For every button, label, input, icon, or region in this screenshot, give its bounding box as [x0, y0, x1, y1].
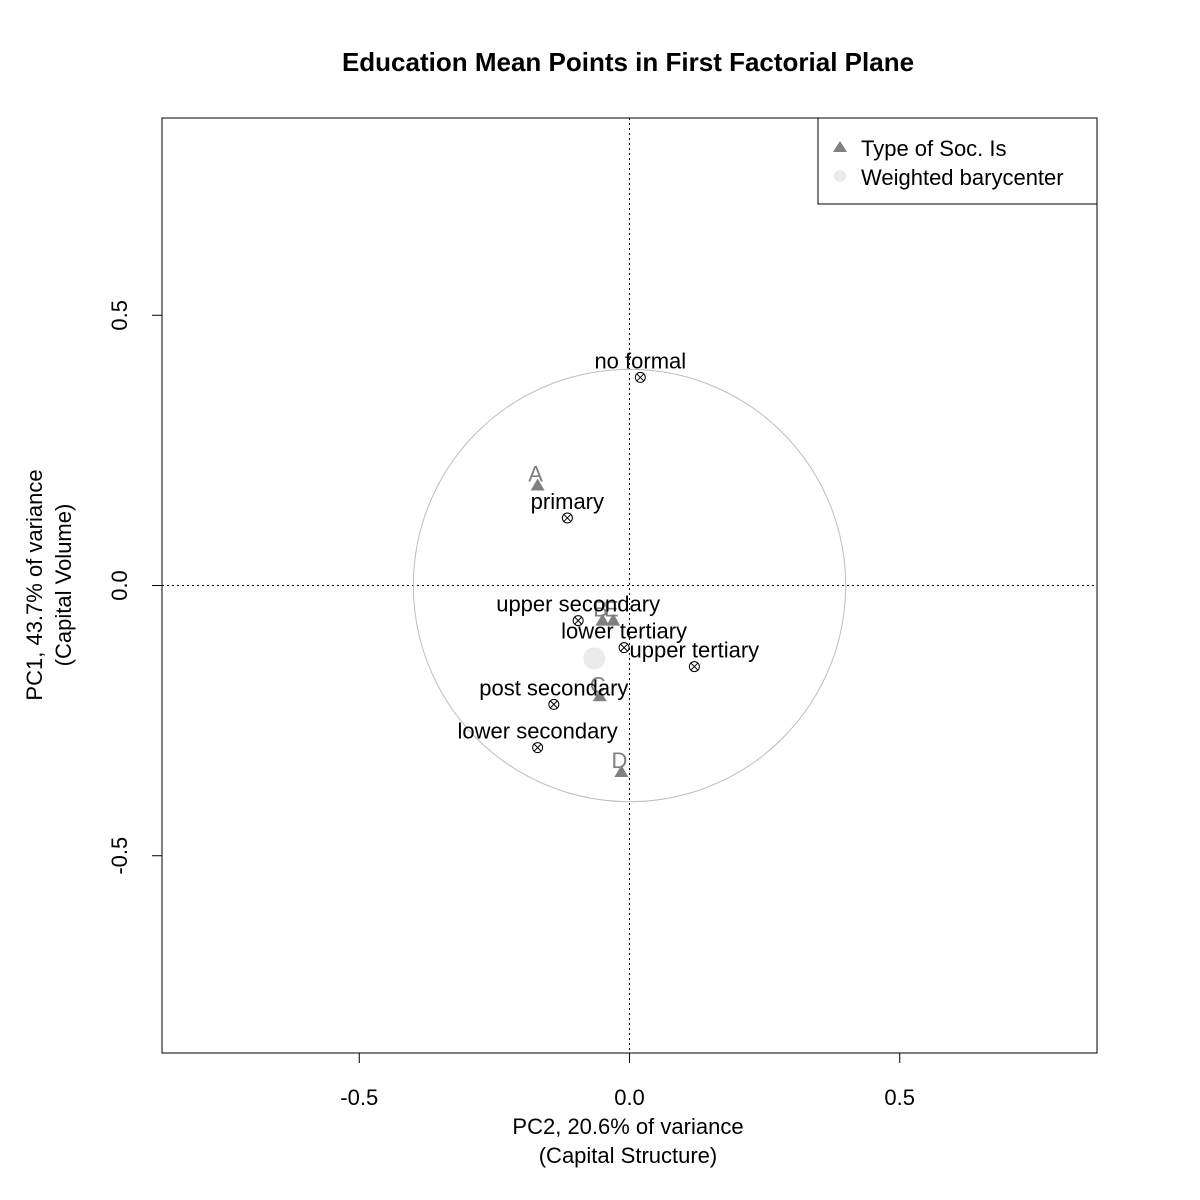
y-tick-label: -0.5 [107, 837, 132, 875]
education-label-no-formal: no formal [594, 348, 686, 373]
education-label-lower-tertiary: lower tertiary [561, 619, 687, 644]
reference-layer [162, 118, 1097, 1053]
type-point-b [595, 613, 610, 626]
reference-circle [412, 368, 847, 803]
x-tick-label: 0.5 [884, 1085, 915, 1110]
education-point-lower-tertiary [618, 642, 630, 654]
chart-title: Education Mean Points in First Factorial… [342, 47, 914, 77]
y-tick-label: 0.0 [107, 570, 132, 601]
legend-triangle-icon [833, 141, 847, 152]
x-axis-ticks: -0.5 0.0 0.5 [340, 1053, 915, 1110]
education-label-upper-tertiary: upper tertiary [630, 638, 760, 663]
type-point-a [530, 478, 545, 491]
legend-box [817, 117, 1098, 205]
education-point-lower-secondary [532, 742, 544, 754]
type-point-d [614, 764, 629, 777]
legend-label-barycenter: Weighted barycenter [861, 165, 1064, 190]
y-axis-label: PC1, 43.7% of variance [22, 469, 47, 700]
legend-circle-icon [834, 170, 846, 182]
education-point-upper-tertiary [688, 661, 700, 673]
education-point-primary [561, 512, 573, 524]
y-axis-sublabel: (Capital Volume) [51, 504, 76, 667]
legend: Type of Soc. Is Weighted barycenter [817, 117, 1098, 205]
type-point-e [606, 613, 621, 626]
y-tick-label: 0.5 [107, 300, 132, 331]
barycenter-point [583, 647, 606, 670]
education-point-post-secondary [548, 698, 560, 710]
education-point-no-formal [634, 371, 646, 383]
education-point-upper-secondary [572, 615, 584, 627]
type-label-c: C [590, 672, 606, 697]
education-label-lower-secondary: lower secondary [458, 719, 618, 744]
x-tick-label: 0.0 [614, 1085, 645, 1110]
education-label-primary: primary [531, 489, 604, 514]
type-label-d: D [611, 748, 627, 773]
x-axis-sublabel: (Capital Structure) [539, 1143, 718, 1168]
x-tick-label: -0.5 [340, 1085, 378, 1110]
type-point-c [592, 689, 607, 702]
x-axis-label: PC2, 20.6% of variance [512, 1114, 743, 1139]
type-label-b: B [593, 597, 608, 622]
education-label-upper-secondary: upper secondary [496, 592, 660, 617]
type-label-e: E [604, 597, 619, 622]
type-label-a: A [528, 462, 543, 487]
y-axis-ticks: -0.5 0.0 0.5 [107, 300, 162, 875]
legend-label-type: Type of Soc. Is [861, 136, 1007, 161]
education-label-post-secondary: post secondary [479, 675, 628, 700]
